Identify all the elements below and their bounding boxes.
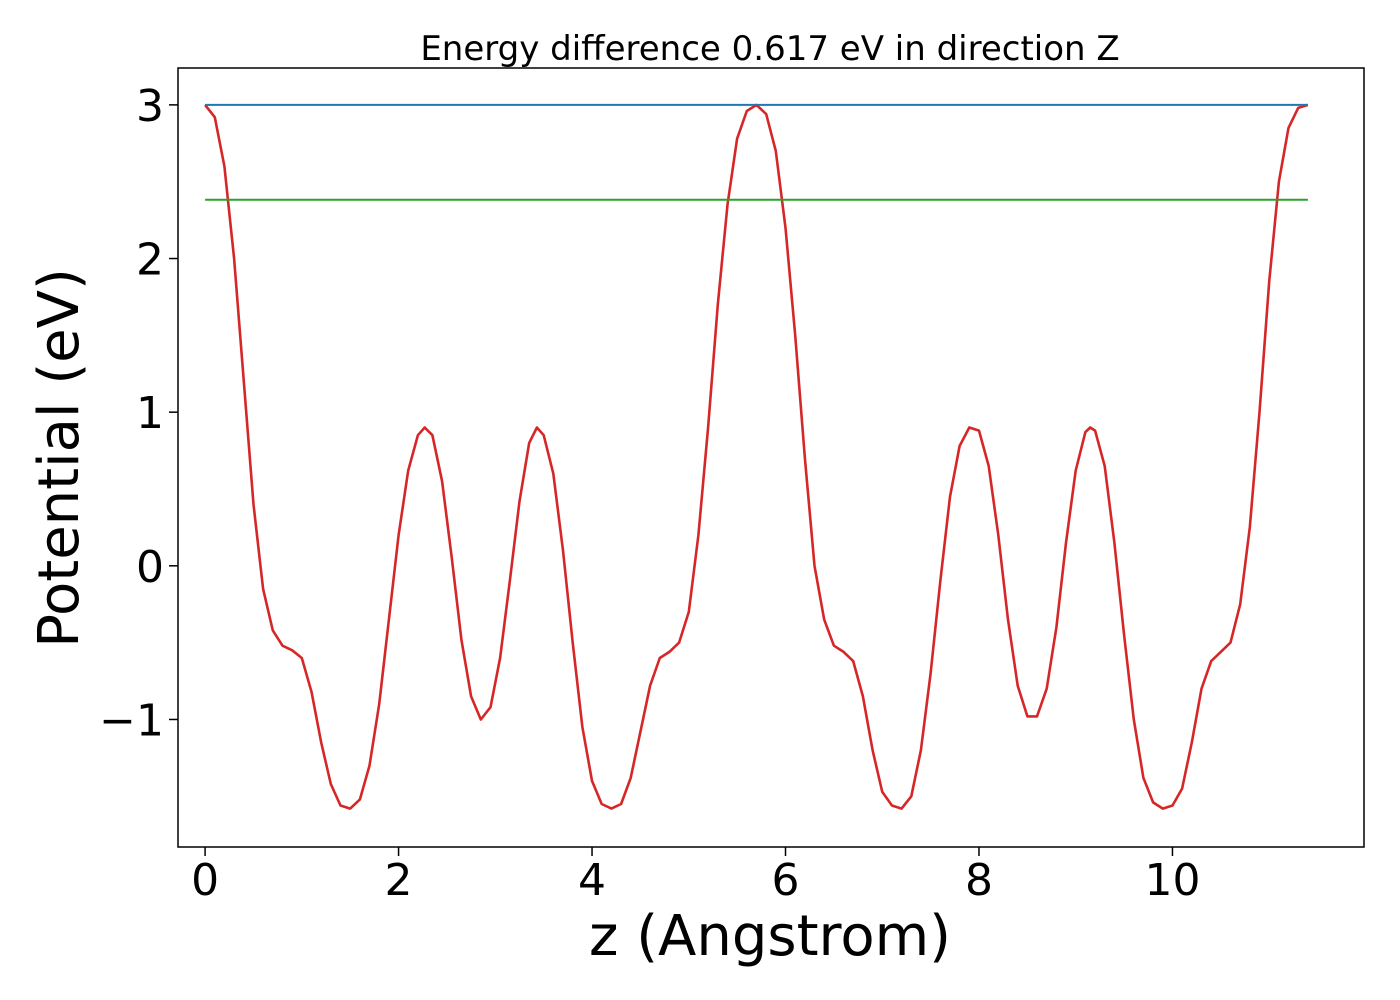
chart-title: Energy difference 0.617 eV in direction … — [420, 29, 1119, 69]
plot-frame — [177, 67, 1365, 848]
x-tick-label: 2 — [385, 855, 413, 906]
x-tick-label: 6 — [772, 855, 800, 906]
y-tick-label: 2 — [136, 235, 164, 286]
series-line-0 — [204, 103, 1309, 810]
y-tick-label: 3 — [136, 81, 164, 132]
y-tick-label: 1 — [136, 388, 164, 439]
x-tick-label: 0 — [191, 855, 219, 906]
x-tick-label: 10 — [1144, 855, 1200, 906]
x-tick-label: 8 — [965, 855, 993, 906]
x-tick-label: 4 — [578, 855, 606, 906]
x-axis-label: z (Angstrom) — [589, 904, 951, 969]
axis-ticks: 0 2 4 6 8 10 −1 0 1 2 3 — [99, 81, 1200, 906]
y-tick-label: −1 — [99, 695, 164, 746]
y-axis-label: Potential (eV) — [27, 268, 92, 648]
plot-area — [204, 103, 1309, 810]
y-tick-label: 0 — [136, 542, 164, 593]
